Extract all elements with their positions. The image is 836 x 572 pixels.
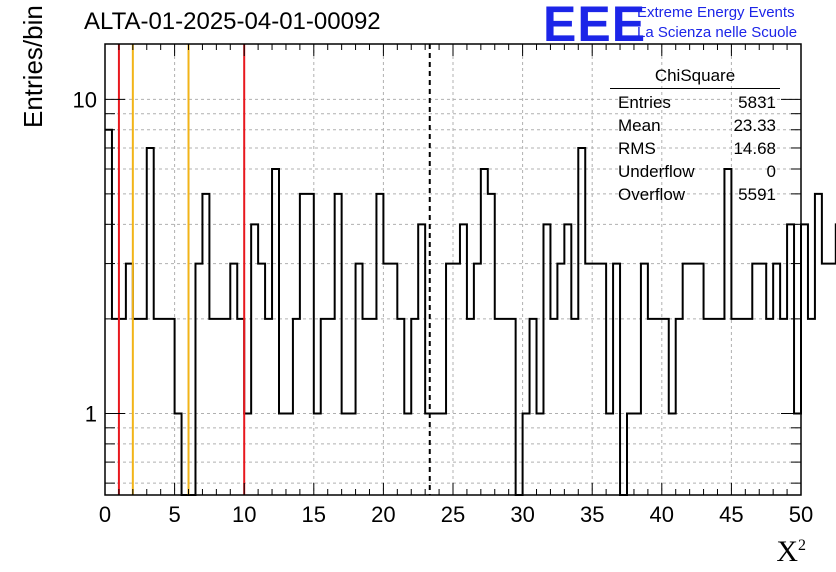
y-tick-label: 10 — [73, 87, 97, 112]
x-tick-label: 20 — [371, 502, 395, 527]
logo-line-1: Extreme Energy Events — [637, 4, 795, 21]
x-axis-label-base: X — [776, 535, 798, 568]
stats-box: ChiSquare Entries 5831 Mean 23.33 RMS 14.68… — [610, 66, 780, 206]
x-tick-label: 25 — [441, 502, 465, 527]
stats-value: 5831 — [738, 93, 776, 112]
stats-row-rms: RMS 14.68 — [610, 137, 780, 160]
stats-label: Underflow — [618, 162, 695, 181]
x-tick-label: 40 — [650, 502, 674, 527]
stats-label: Entries — [618, 93, 671, 112]
x-tick-label: 10 — [232, 502, 256, 527]
y-tick-label: 1 — [85, 401, 97, 426]
stats-row-entries: Entries 5831 — [610, 91, 780, 114]
stats-row-mean: Mean 23.33 — [610, 114, 780, 137]
stats-row-underflow: Underflow 0 — [610, 160, 780, 183]
histogram-line — [105, 128, 836, 496]
x-tick-label: 35 — [580, 502, 604, 527]
x-axis-label-superscript: 2 — [798, 537, 806, 554]
stats-value: 0 — [766, 162, 776, 181]
x-tick-label: 5 — [168, 502, 180, 527]
x-tick-label: 0 — [99, 502, 111, 527]
stats-label: Mean — [618, 116, 661, 135]
stats-label: RMS — [618, 139, 656, 158]
logo-line-2: La Scienza nelle Scuole — [637, 24, 798, 41]
x-axis-label: X2 — [776, 535, 806, 569]
y-axis-label: Entries/bin — [18, 5, 48, 128]
stats-value: 14.68 — [733, 139, 776, 158]
stats-value: 23.33 — [733, 116, 776, 135]
x-tick-label: 45 — [719, 502, 743, 527]
x-tick-label: 30 — [510, 502, 534, 527]
stats-row-overflow: Overflow 5591 — [610, 183, 780, 206]
x-tick-label: 15 — [302, 502, 326, 527]
chart-title: ALTA-01-2025-04-01-00092 — [84, 8, 381, 35]
x-tick-label: 50 — [789, 502, 813, 527]
stats-label: Overflow — [618, 185, 686, 204]
eee-logo: EEE — [543, 0, 647, 52]
stats-value: 5591 — [738, 185, 776, 204]
stats-box-title: ChiSquare — [610, 66, 780, 89]
